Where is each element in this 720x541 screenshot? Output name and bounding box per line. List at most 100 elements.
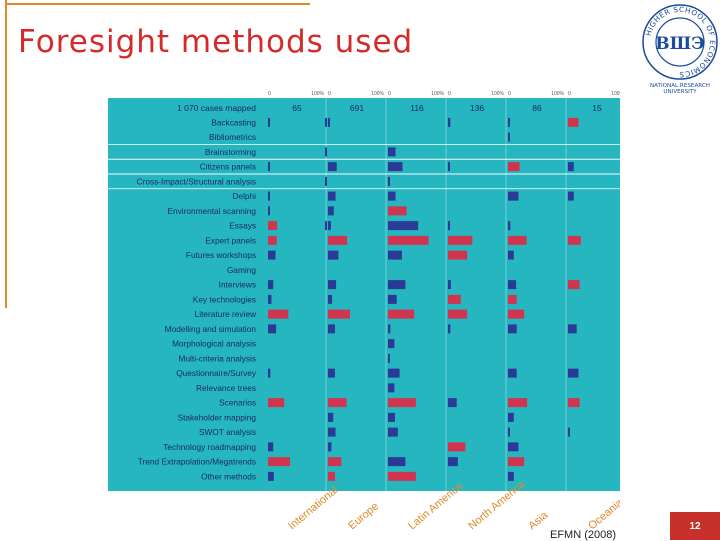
data-bar [448, 442, 466, 452]
university-logo: HIGHER SCHOOL OF ECONOMICS ВШЭ NATIONAL … [642, 4, 718, 95]
logo-monogram: ВШЭ [655, 34, 704, 54]
data-bar [448, 162, 450, 172]
region-label: International [286, 484, 340, 530]
data-bar [328, 471, 335, 481]
logo-inner-ring [655, 17, 705, 67]
data-bar [508, 235, 527, 245]
data-bar [268, 442, 274, 452]
method-label: Other methods [201, 471, 256, 481]
data-bar [388, 398, 416, 408]
data-bar [568, 398, 580, 408]
method-label: Gaming [227, 265, 256, 275]
region-label: Oceania [586, 496, 620, 530]
region-case-count: 136 [470, 103, 484, 113]
method-label: Questionnaire/Survey [176, 368, 257, 378]
data-bar [508, 221, 511, 231]
method-label: Interviews [219, 280, 256, 290]
method-label: Futures workshops [186, 250, 256, 260]
data-bar [388, 221, 419, 231]
data-bar [268, 221, 278, 231]
data-bar [328, 294, 333, 304]
tick-mark [325, 147, 327, 157]
method-label: Bibliometrics [209, 132, 256, 142]
data-bar [568, 427, 570, 437]
logo-caption-line1: NATIONAL RESEARCH [650, 83, 710, 89]
data-bar [448, 235, 473, 245]
data-bar [268, 471, 274, 481]
data-bar [328, 206, 334, 216]
data-bar [328, 368, 335, 378]
data-bar [388, 294, 397, 304]
axis-max-label: 100% [491, 91, 504, 97]
data-bar [328, 235, 348, 245]
data-bar [328, 324, 335, 334]
data-bar [508, 427, 510, 437]
method-label: Relevance trees [196, 383, 256, 393]
data-bar [448, 221, 450, 231]
data-bar [508, 162, 520, 172]
data-bar [508, 191, 519, 201]
data-bar [328, 309, 351, 319]
data-bar [328, 191, 336, 201]
axis-min-label: 0 [388, 91, 391, 97]
method-label: Expert panels [205, 235, 256, 245]
data-bar [508, 368, 517, 378]
data-bar [388, 250, 402, 260]
method-label: Trend Extrapolation/Megatrends [138, 457, 256, 467]
method-label: Essays [229, 221, 256, 231]
data-bar [568, 117, 579, 127]
data-bar [268, 250, 276, 260]
method-label: Citizens panels [200, 162, 256, 172]
source-note: EFMN (2008) [550, 529, 617, 541]
region-label: Europe [346, 500, 381, 530]
data-bar [508, 457, 525, 467]
data-bar [448, 280, 451, 290]
data-bar [328, 162, 337, 172]
data-bar [508, 309, 525, 319]
data-bar [388, 383, 395, 393]
data-bar [568, 324, 577, 334]
data-bar [328, 442, 332, 452]
region-case-count: 116 [410, 103, 424, 113]
data-bar [388, 162, 403, 172]
data-bar [508, 294, 517, 304]
data-bar [508, 324, 517, 334]
chart-panel [108, 98, 620, 491]
tick-mark [325, 221, 327, 231]
method-label: Cross-Impact/Structural analysis [137, 176, 256, 186]
data-bar [268, 309, 289, 319]
data-bar [508, 412, 514, 422]
data-bar [448, 324, 451, 334]
data-bar [508, 132, 510, 142]
method-label: SWOT analysis [199, 427, 256, 437]
data-bar [508, 250, 514, 260]
data-bar [268, 457, 291, 467]
left-accent-line [5, 0, 7, 308]
region-case-count: 65 [292, 103, 302, 113]
data-bar [448, 250, 468, 260]
data-bar [508, 117, 510, 127]
method-label: Morphological analysis [172, 339, 256, 349]
method-label: Modelling and simulation [165, 324, 257, 334]
data-bar [508, 280, 517, 290]
data-bar [388, 176, 390, 186]
data-bar [268, 398, 285, 408]
axis-min-label: 0 [328, 91, 331, 97]
axis-max-label: 100% [611, 91, 620, 97]
region-case-count: 15 [592, 103, 602, 113]
data-bar [388, 368, 400, 378]
data-bar [508, 442, 519, 452]
data-bar [568, 368, 579, 378]
axis-max-label: 100% [551, 91, 564, 97]
method-label: Literature review [195, 309, 257, 319]
logo-caption-line2: UNIVERSITY [663, 89, 697, 95]
tick-mark [325, 176, 327, 186]
page-number: 12 [670, 512, 720, 540]
tick-mark [325, 117, 327, 127]
method-label: Multi-criteria analysis [179, 353, 256, 363]
top-accent-line [5, 3, 310, 5]
data-bar [268, 191, 270, 201]
data-bar [388, 309, 415, 319]
data-bar [268, 206, 270, 216]
axis-min-label: 0 [268, 91, 271, 97]
